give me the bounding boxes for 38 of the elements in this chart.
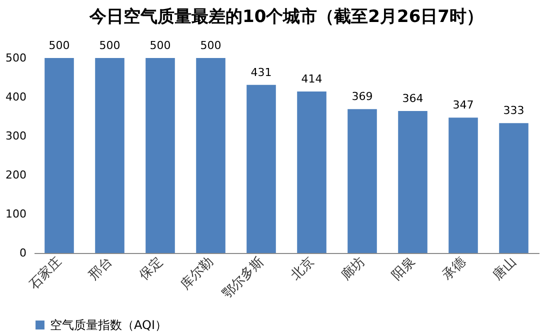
bar — [246, 84, 276, 253]
chart-title: 今日空气质量最差的10个城市（截至2月26日7时） — [88, 7, 484, 27]
y-tick-label: 200 — [6, 168, 26, 182]
data-label: 500 — [150, 39, 171, 52]
y-tick-label: 400 — [6, 90, 26, 104]
bar — [348, 109, 377, 253]
bar — [146, 58, 175, 253]
y-tick-label: 300 — [6, 130, 26, 142]
bar — [196, 58, 226, 253]
x-tick-label: 北京 — [288, 254, 318, 284]
x-tick-label: 邢台 — [86, 254, 116, 284]
data-label: 364 — [402, 92, 424, 106]
x-tick-label: 承德 — [440, 254, 469, 284]
data-label: 369 — [352, 90, 373, 104]
data-label: 500 — [99, 39, 120, 52]
data-label: 347 — [452, 98, 474, 112]
x-tick-label: 库尔勒 — [178, 254, 216, 293]
x-tick-label: 保定 — [136, 254, 166, 284]
bar — [398, 111, 428, 253]
legend-label: 空气质量指数（AQI） — [50, 318, 167, 332]
y-tick-label: 0 — [20, 246, 26, 260]
bar — [44, 58, 74, 253]
x-tick-label: 廊坊 — [338, 254, 368, 284]
data-label: 500 — [200, 39, 222, 52]
y-tick-label: 100 — [6, 208, 26, 220]
x-tick-label: 鄂尔多斯 — [220, 254, 267, 302]
bar — [95, 58, 124, 253]
bar — [448, 118, 478, 253]
y-tick-label: 500 — [6, 52, 26, 64]
bar — [499, 123, 528, 253]
data-label: 333 — [503, 104, 524, 118]
x-tick-label: 阳泉 — [389, 254, 418, 284]
data-label: 414 — [301, 72, 322, 86]
x-tick-label: 石家庄 — [26, 254, 65, 293]
bar — [297, 92, 326, 253]
x-tick-label: 唐山 — [490, 254, 520, 284]
data-label: 431 — [250, 66, 272, 79]
data-label: 500 — [48, 39, 70, 52]
